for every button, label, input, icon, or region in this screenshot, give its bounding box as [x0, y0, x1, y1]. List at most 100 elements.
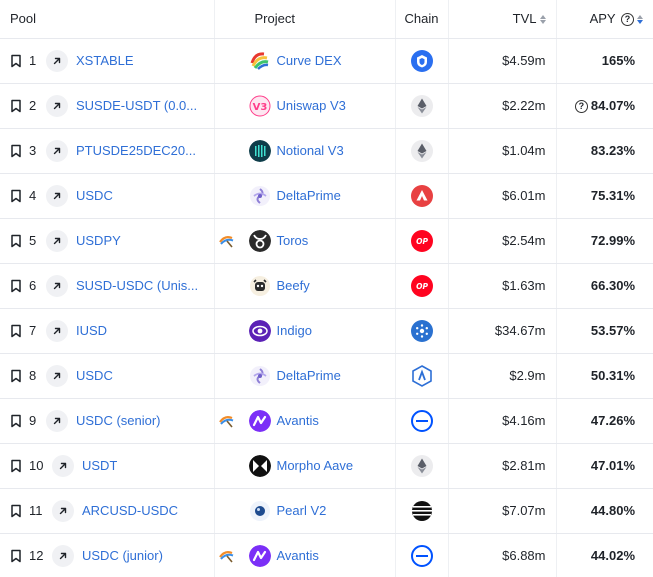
- rank-number: 2: [29, 98, 37, 113]
- project-name-link[interactable]: Beefy: [276, 278, 310, 293]
- table-row[interactable]: 12 USDC (junior) Avantis $6.88m 44.02%: [0, 533, 653, 577]
- chain-cell: [395, 128, 449, 174]
- bookmark-icon[interactable]: [10, 54, 22, 68]
- project-name-link[interactable]: Toros: [276, 233, 309, 248]
- pool-name-link[interactable]: ARCUSD-USDC: [82, 503, 179, 518]
- pool-cell: 10 USDT: [0, 443, 215, 489]
- table-row[interactable]: 6 SUSD-USDC (Unis... Beefy OP $1.63m 66.…: [0, 263, 653, 309]
- rank-number: 1: [29, 53, 37, 68]
- apy-cell: 75.31%: [556, 173, 653, 219]
- chain-blue-shield-icon: [410, 49, 433, 72]
- curve-logo-icon: [249, 50, 271, 72]
- apy-cell: 66.30%: [556, 263, 653, 309]
- pool-name-link[interactable]: USDC (junior): [82, 548, 163, 563]
- external-link-icon[interactable]: [52, 454, 74, 477]
- pool-cell: 4 USDC: [0, 173, 215, 219]
- table-row[interactable]: 5 USDPY Toros OP $2.54m 72.99%: [0, 218, 653, 264]
- table-row[interactable]: 7 IUSD Indigo $34.67m 53.57%: [0, 308, 653, 354]
- project-name-link[interactable]: Uniswap V3: [276, 98, 346, 113]
- apy-value: 72.99%: [590, 233, 635, 248]
- pool-name-link[interactable]: SUSDE-USDT (0.0...: [76, 98, 198, 113]
- apy-value: 75.31%: [590, 188, 635, 203]
- project-name-link[interactable]: Avantis: [276, 548, 319, 563]
- pool-cell: 5 USDPY: [0, 218, 215, 264]
- project-name-link[interactable]: Notional V3: [276, 143, 344, 158]
- project-name-link[interactable]: Avantis: [276, 413, 319, 428]
- project-name-link[interactable]: DeltaPrime: [276, 368, 341, 383]
- sort-icon[interactable]: [637, 15, 643, 25]
- bookmark-icon[interactable]: [10, 369, 22, 383]
- pool-name-link[interactable]: USDC: [76, 188, 113, 203]
- bookmark-icon[interactable]: [10, 504, 22, 518]
- rank-number: 8: [29, 368, 37, 383]
- apy-cell: 53.57%: [556, 308, 653, 354]
- external-link-icon[interactable]: [46, 364, 68, 387]
- rank-number: 4: [29, 188, 37, 203]
- beefy-logo-icon: [249, 275, 271, 297]
- bookmark-icon[interactable]: [10, 99, 22, 113]
- project-name-link[interactable]: Curve DEX: [276, 53, 342, 68]
- morpho-logo-icon: [248, 454, 271, 477]
- external-link-icon[interactable]: [46, 319, 68, 342]
- external-link-icon[interactable]: [46, 409, 68, 432]
- table-row[interactable]: 10 USDT Morpho Aave $2.81m 47.01%: [0, 443, 653, 489]
- external-link-icon[interactable]: [46, 94, 68, 117]
- pool-name-link[interactable]: SUSD-USDC (Unis...: [76, 278, 199, 293]
- sort-icon[interactable]: [539, 15, 546, 25]
- bookmark-icon[interactable]: [10, 144, 22, 158]
- avantis-logo-icon: [248, 544, 271, 567]
- deltaprime-logo-icon: [249, 365, 271, 387]
- column-header-tvl[interactable]: TVL: [448, 0, 557, 39]
- pool-cell: 12 USDC (junior): [0, 533, 215, 577]
- pool-name-link[interactable]: USDC (senior): [76, 413, 161, 428]
- tvl-value: $4.59m: [448, 38, 557, 84]
- chain-cell: [395, 533, 449, 577]
- bookmark-icon[interactable]: [10, 459, 22, 473]
- table-row[interactable]: 9 USDC (senior) Avantis $4.16m 47.26%: [0, 398, 653, 444]
- bookmark-icon[interactable]: [10, 414, 22, 428]
- apy-cell: 72.99%: [556, 218, 653, 264]
- table-row[interactable]: 3 PTUSDE25DEC20... Notional V3 $1.04m 83…: [0, 128, 653, 174]
- external-link-icon[interactable]: [46, 229, 68, 252]
- chain-cell: [395, 38, 449, 84]
- table-row[interactable]: 4 USDC DeltaPrime $6.01m 75.31%: [0, 173, 653, 219]
- pool-name-link[interactable]: USDPY: [76, 233, 121, 248]
- table-row[interactable]: 8 USDC DeltaPrime $2.9m 50.31%: [0, 353, 653, 399]
- project-name-link[interactable]: Morpho Aave: [276, 458, 354, 473]
- bookmark-icon[interactable]: [10, 324, 22, 338]
- table-row[interactable]: 2 SUSDE-USDT (0.0... V3 Uniswap V3 $2.22…: [0, 83, 653, 129]
- rank-number: 7: [29, 323, 37, 338]
- project-name-link[interactable]: Indigo: [276, 323, 312, 338]
- bookmark-icon[interactable]: [10, 234, 22, 248]
- rank-number: 10: [29, 458, 44, 473]
- pool-cell: 1 XSTABLE: [0, 38, 215, 84]
- table-row[interactable]: 1 XSTABLE Curve DEX $4.59m 165%: [0, 38, 653, 84]
- table-row[interactable]: 11 ARCUSD-USDC Pearl V2 $7.07m 44.80%: [0, 488, 653, 534]
- chain-cell: [395, 353, 449, 399]
- pool-name-link[interactable]: XSTABLE: [76, 53, 134, 68]
- pool-name-link[interactable]: PTUSDE25DEC20...: [76, 143, 196, 158]
- help-icon[interactable]: ?: [621, 13, 634, 27]
- external-link-icon[interactable]: [52, 544, 74, 567]
- help-icon[interactable]: ?: [574, 100, 588, 114]
- apy-value: 44.80%: [590, 503, 635, 518]
- bookmark-icon[interactable]: [10, 549, 22, 563]
- pool-name-link[interactable]: IUSD: [76, 323, 108, 338]
- external-link-icon[interactable]: [46, 139, 68, 162]
- external-link-icon[interactable]: [46, 274, 68, 297]
- external-link-icon[interactable]: [46, 184, 68, 207]
- project-name-link[interactable]: DeltaPrime: [276, 188, 341, 203]
- pool-name-link[interactable]: USDC: [76, 368, 113, 383]
- svg-text:OP: OP: [416, 237, 428, 246]
- column-header-apy[interactable]: APY ?: [556, 0, 653, 39]
- bookmark-icon[interactable]: [10, 189, 22, 203]
- project-name-link[interactable]: Pearl V2: [276, 503, 327, 518]
- external-link-icon[interactable]: [52, 499, 74, 522]
- external-link-icon[interactable]: [46, 49, 68, 72]
- rank-number: 12: [29, 548, 44, 563]
- pool-name-link[interactable]: USDT: [82, 458, 118, 473]
- pool-cell: 8 USDC: [0, 353, 215, 399]
- apy-value: 53.57%: [590, 323, 635, 338]
- bookmark-icon[interactable]: [10, 279, 22, 293]
- base-icon: [410, 544, 433, 567]
